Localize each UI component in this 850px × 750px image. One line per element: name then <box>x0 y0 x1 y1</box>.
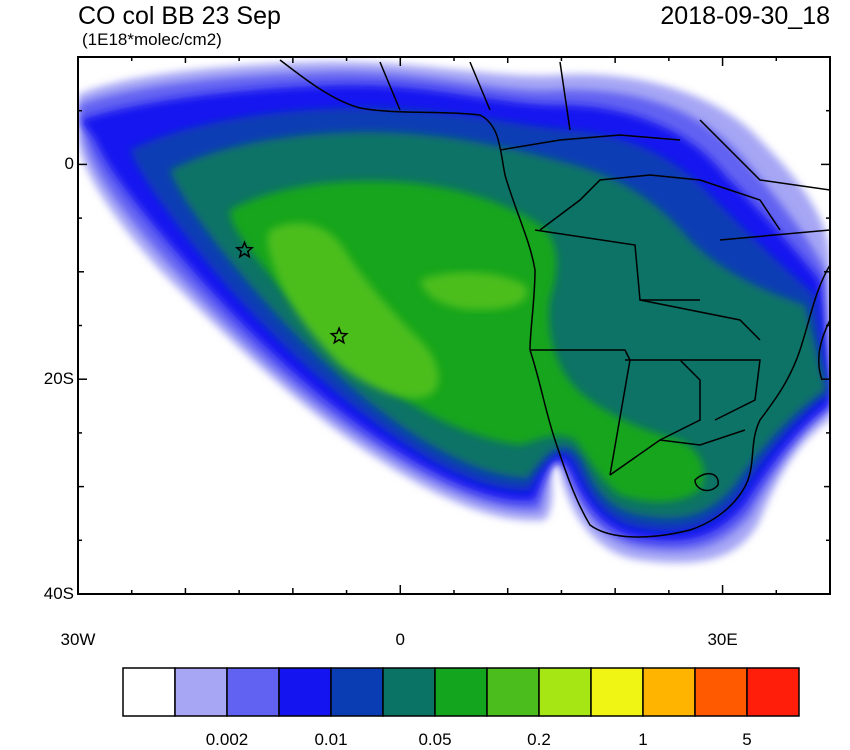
plume-layer-7 <box>267 222 439 399</box>
border-zambia <box>639 299 761 341</box>
border-north-2 <box>469 61 491 111</box>
colorbar-swatch <box>746 667 800 717</box>
colorbar-swatch <box>330 667 384 717</box>
lon-tick-label: 30E <box>707 630 738 649</box>
colorbar-swatch <box>122 667 176 717</box>
coastlines <box>279 59 830 538</box>
africa-coastline <box>279 59 830 538</box>
lat-tick-label: 0 <box>64 154 74 174</box>
colorbar-tick-label: 0.05 <box>418 730 452 749</box>
star-1-icon <box>234 240 255 259</box>
colorbar <box>122 667 800 717</box>
border-south-africa <box>609 429 746 476</box>
colorbar-swatch <box>278 667 332 717</box>
map-timestamp: 2018-09-30_18 <box>660 2 830 30</box>
colorbar-swatch <box>174 667 228 717</box>
border-north-3 <box>559 61 571 131</box>
border-drc <box>539 174 781 231</box>
lon-tick-label: 0 <box>395 630 406 649</box>
border-lesotho <box>694 473 719 492</box>
colorbar-swatch <box>642 667 696 717</box>
lon-tick-label: 30W <box>60 630 96 649</box>
colorbar-swatch <box>434 667 488 717</box>
colorbar-tick-label: 5 <box>742 730 752 749</box>
border-east-2 <box>719 229 830 241</box>
tick-marks <box>77 56 831 595</box>
colorbar-swatch <box>694 667 748 717</box>
star-2-icon <box>329 326 349 345</box>
colorbar-tick-label: 0.002 <box>205 730 249 749</box>
colorbar-tick-label: 0.2 <box>527 730 551 749</box>
border-east-1 <box>699 119 830 191</box>
border-namibia <box>530 349 631 476</box>
map-title: CO col BB 23 Sep <box>78 2 281 30</box>
markers <box>234 240 349 345</box>
lat-tick-label: 20S <box>43 369 74 389</box>
map-units: (1E18*molec/cm2) <box>82 30 222 49</box>
border-central <box>499 134 681 151</box>
colorbar-swatch <box>538 667 592 717</box>
border-zimbabwe <box>680 359 761 421</box>
colorbar-swatch <box>590 667 644 717</box>
lat-tick-label: 40S <box>43 584 74 603</box>
colorbar-swatch <box>226 667 280 717</box>
colorbar-tick-label: 1 <box>638 730 648 749</box>
border-angola <box>534 229 700 301</box>
border-botswana <box>625 359 701 441</box>
co-plume <box>78 61 830 563</box>
colorbar-swatch <box>382 667 436 717</box>
colorbar-swatch <box>486 667 540 717</box>
colorbar-tick-label: 0.01 <box>314 730 348 749</box>
plume-layer-7b <box>420 272 528 310</box>
border-north-1 <box>379 61 401 111</box>
